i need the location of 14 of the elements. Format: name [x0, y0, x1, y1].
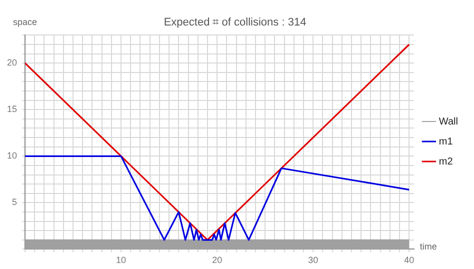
y-tick-label: 5 [12, 197, 18, 208]
x-tick-label: 30 [308, 255, 318, 266]
y-tick-label: 15 [6, 104, 18, 114]
legend-label: m1 [438, 136, 454, 148]
legend-label: Wall [438, 116, 458, 128]
x-tick-label: 20 [212, 255, 222, 266]
x-axis-title: time [420, 242, 437, 252]
legend-label: m2 [438, 156, 454, 168]
y-tick-label: 10 [6, 150, 18, 161]
chart-title: Expected ⌗ of collisions : 314 [164, 16, 306, 29]
y-axis-title: space [13, 17, 38, 28]
x-tick-label: 40 [404, 255, 414, 266]
x-tick-label: 10 [116, 255, 126, 266]
y-tick-label: 20 [6, 58, 18, 68]
